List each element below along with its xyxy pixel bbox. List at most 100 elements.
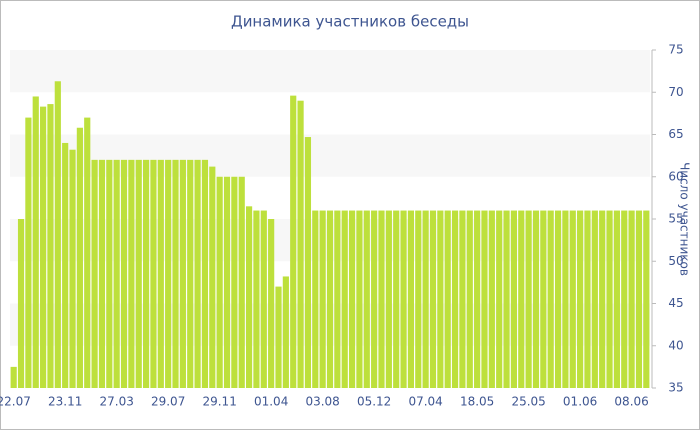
x-tick-label: 25.05 xyxy=(511,395,545,409)
bar xyxy=(334,210,341,388)
bar xyxy=(525,210,532,388)
bar xyxy=(437,210,444,388)
bar xyxy=(451,210,459,388)
bar xyxy=(312,210,319,388)
bar xyxy=(562,210,569,388)
bar xyxy=(290,95,297,388)
bar xyxy=(209,166,216,388)
bar xyxy=(569,210,576,388)
bar xyxy=(393,210,400,388)
bar xyxy=(47,104,54,388)
y-axis-label: Число участников xyxy=(678,162,692,276)
grid-band xyxy=(10,134,650,177)
bar xyxy=(54,81,61,388)
y-tick-label: 35 xyxy=(668,381,683,395)
bar xyxy=(371,210,378,388)
bar xyxy=(341,210,348,388)
bar xyxy=(474,210,481,388)
x-tick-label: 18.05 xyxy=(460,395,494,409)
bar xyxy=(157,159,164,388)
bar xyxy=(429,210,437,388)
bar xyxy=(584,210,591,388)
x-tick-label: 22.07 xyxy=(0,395,31,409)
bar xyxy=(40,106,47,389)
bar xyxy=(319,210,326,388)
x-tick-label: 05.12 xyxy=(357,395,391,409)
bar xyxy=(577,210,584,388)
bar xyxy=(245,206,253,388)
bar xyxy=(143,159,150,388)
bar xyxy=(326,210,334,388)
bar xyxy=(385,210,392,388)
bar xyxy=(459,210,466,388)
bar xyxy=(356,210,363,388)
bar xyxy=(113,159,120,388)
bar xyxy=(32,96,39,388)
bar xyxy=(76,127,83,389)
y-tick-label: 70 xyxy=(668,85,683,99)
bar xyxy=(187,159,194,388)
bar xyxy=(304,137,312,388)
x-tick-label: 29.07 xyxy=(151,395,185,409)
bar xyxy=(135,159,142,388)
bar xyxy=(422,210,429,388)
bar xyxy=(532,210,540,388)
x-tick-label: 01.04 xyxy=(254,395,288,409)
bar xyxy=(84,117,91,388)
y-tick-label: 75 xyxy=(668,43,683,57)
y-tick-label: 50 xyxy=(668,254,683,268)
bar xyxy=(106,159,113,388)
bar xyxy=(194,159,201,388)
bar xyxy=(216,176,223,388)
bar xyxy=(223,176,231,388)
bar xyxy=(268,219,275,388)
y-tick-label: 40 xyxy=(668,338,683,352)
x-tick-label: 27.03 xyxy=(99,395,133,409)
bar xyxy=(628,210,635,388)
bar xyxy=(150,159,157,388)
bar xyxy=(231,176,238,388)
bar xyxy=(253,210,260,388)
bar xyxy=(62,142,69,388)
bar xyxy=(400,210,407,388)
bar xyxy=(407,210,415,388)
bar xyxy=(481,210,488,388)
bar xyxy=(91,159,98,388)
bar xyxy=(466,210,473,388)
bar xyxy=(643,210,650,388)
bar xyxy=(547,210,554,388)
bar xyxy=(510,210,517,388)
bar xyxy=(613,210,620,388)
bar xyxy=(25,117,32,388)
bar xyxy=(599,210,606,388)
bar xyxy=(238,176,245,388)
bar xyxy=(606,210,613,388)
bar xyxy=(591,210,598,388)
bar xyxy=(98,159,106,388)
bar xyxy=(363,210,370,388)
x-tick-label: 07.04 xyxy=(408,395,442,409)
x-tick-label: 29.11 xyxy=(202,395,236,409)
bar xyxy=(488,210,495,388)
bar xyxy=(503,210,510,388)
bar xyxy=(348,210,356,388)
bar xyxy=(128,159,135,388)
bar xyxy=(635,210,643,388)
x-tick-label: 08.06 xyxy=(614,395,648,409)
y-tick-label: 45 xyxy=(668,296,683,310)
x-tick-label: 03.08 xyxy=(305,395,339,409)
x-tick-label: 01.06 xyxy=(563,395,597,409)
grid-band xyxy=(10,50,650,93)
y-tick-label: 65 xyxy=(668,127,683,141)
bar xyxy=(179,159,186,388)
bar xyxy=(444,210,451,388)
bar xyxy=(172,159,179,388)
bar xyxy=(621,210,628,388)
bar xyxy=(518,210,525,388)
bar xyxy=(378,210,385,388)
y-tick-label: 60 xyxy=(668,169,683,183)
bar xyxy=(69,149,76,388)
x-tick-label: 23.11 xyxy=(48,395,82,409)
bar xyxy=(165,159,172,388)
